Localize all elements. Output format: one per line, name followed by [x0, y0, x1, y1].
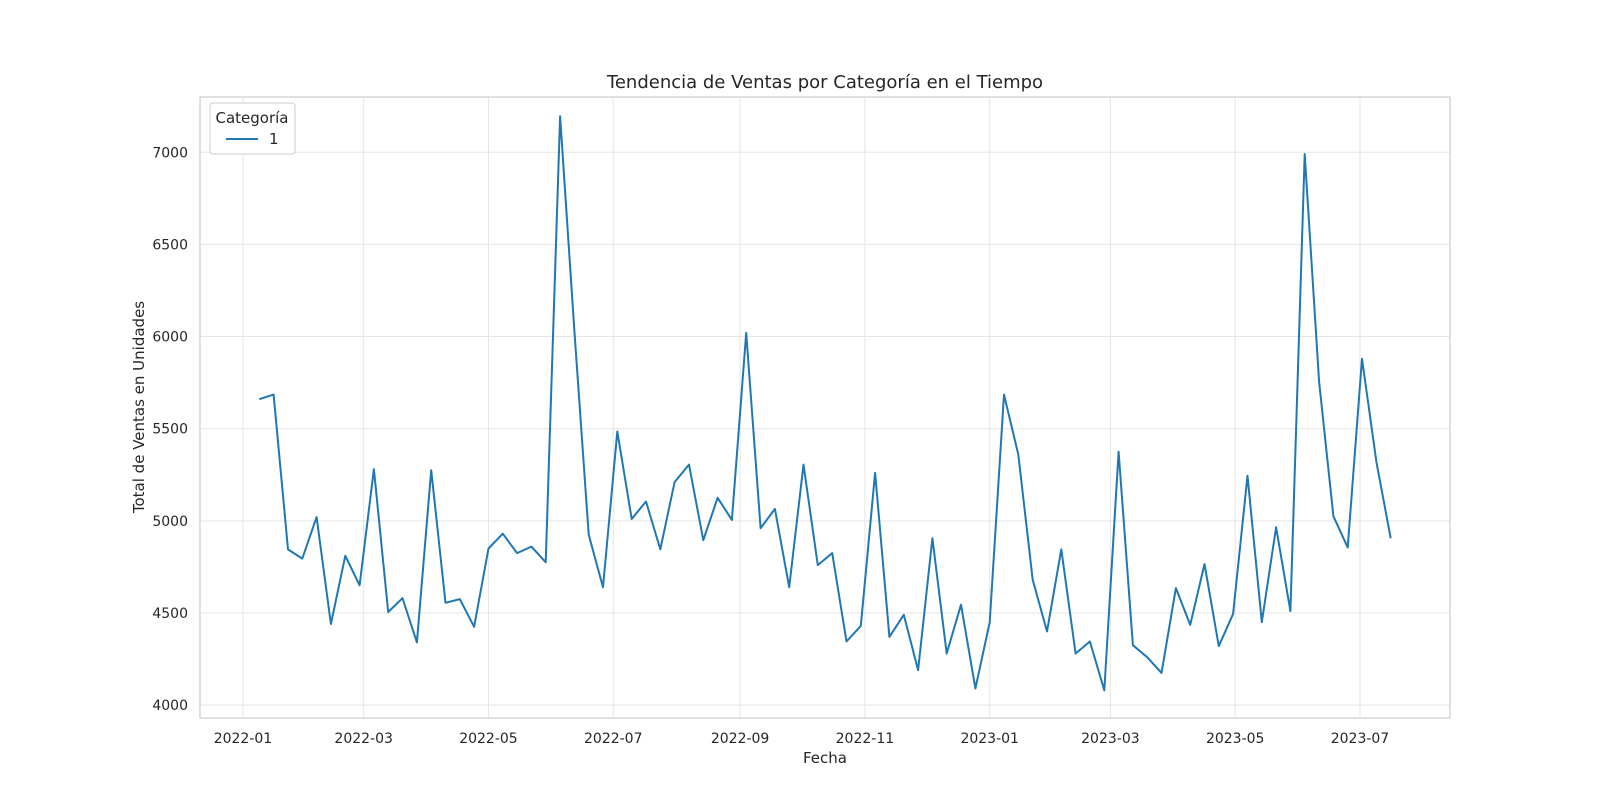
y-tick-label: 6000	[152, 330, 188, 346]
x-tick-label: 2023-05	[1206, 731, 1265, 747]
x-tick-label: 2023-03	[1081, 731, 1140, 747]
grid-lines	[200, 97, 1450, 718]
legend-box	[209, 102, 296, 155]
y-tick-label: 4500	[152, 606, 188, 622]
x-tick-label: 2022-03	[334, 731, 393, 747]
plot-area-frame	[199, 96, 1451, 719]
x-tick-label: 2022-05	[459, 731, 518, 747]
x-tick-label: 2022-11	[836, 731, 895, 747]
y-tick-label: 6500	[152, 237, 188, 253]
y-axis-label: Total de Ventas en Unidades	[130, 301, 148, 514]
x-tick-label: 2023-07	[1331, 731, 1390, 747]
y-tick-label: 5500	[152, 422, 188, 438]
chart-title: Tendencia de Ventas por Categoría en el …	[606, 72, 1043, 93]
series-line-1	[258, 115, 1392, 692]
x-tick-label: 2022-07	[584, 731, 643, 747]
x-tick-label: 2022-09	[711, 731, 770, 747]
x-tick-label: 2023-01	[960, 731, 1019, 747]
y-tick-label: 7000	[152, 145, 188, 161]
y-tick-label: 4000	[152, 698, 188, 714]
legend: Categoría 1	[209, 102, 296, 155]
x-tick-label: 2022-01	[214, 731, 273, 747]
legend-entry-series-1: 1	[269, 130, 279, 148]
series-layer	[258, 115, 1392, 692]
y-tick-label: 5000	[152, 514, 188, 530]
axis-ticks: 2022-01 2022-03 2022-05 2022-07 2022-09 2022-…	[152, 145, 1389, 747]
x-axis-label: Fecha	[803, 749, 847, 767]
legend-title: Categoría	[215, 109, 288, 127]
